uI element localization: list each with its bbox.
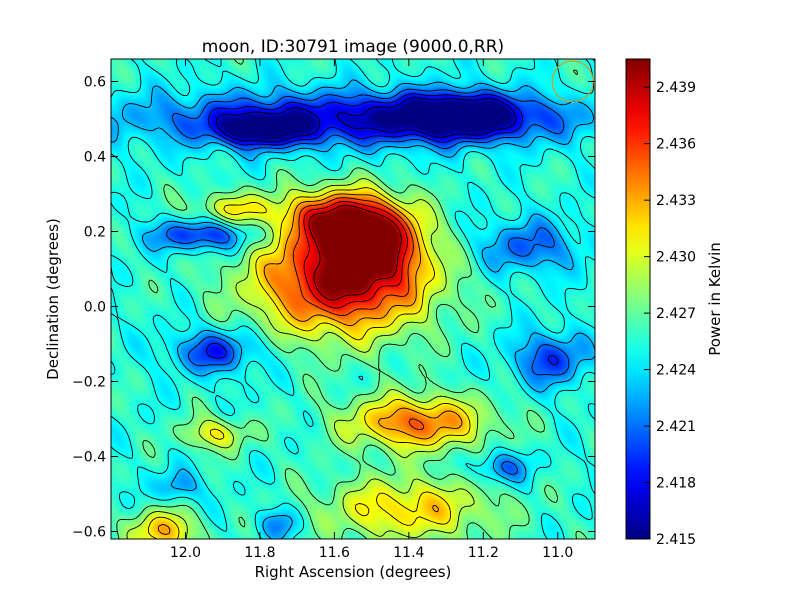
y-axis-label: Declination (degrees) (44, 218, 62, 380)
contour-level-0 (215, 97, 517, 143)
colorbar-tick-label: 2.439 (656, 80, 696, 96)
contour-level-5 (116, 59, 588, 539)
colorbar-tick-label: 2.427 (656, 306, 696, 322)
contour-level-7 (147, 187, 471, 539)
colorbar-tick-label: 2.421 (656, 419, 696, 435)
y-axis: 0.6 0.4 0.2 0.0 −0.2 −0.4 −0.6 (72, 75, 595, 541)
x-tick-label: 12.0 (170, 545, 201, 561)
contour-level-2 (166, 88, 570, 475)
y-tick-label: −0.2 (72, 375, 106, 391)
chart-title: moon, ID:30791 image (9000.0,RR) (202, 37, 504, 57)
y-tick-label: −0.6 (72, 525, 106, 541)
colorbar-tick-label: 2.424 (656, 363, 696, 379)
y-tick-label: 0.6 (84, 75, 106, 91)
colorbar-tick-label: 2.415 (656, 532, 696, 548)
colorbar-gradient (625, 58, 651, 540)
colorbar-tick-label: 2.418 (656, 476, 696, 492)
x-tick-label: 11.4 (393, 545, 424, 561)
y-tick-label: −0.4 (72, 450, 106, 466)
y-tick-label: 0.4 (84, 150, 106, 166)
colorbar-ticks: 2.415 2.418 2.421 2.424 2.427 2.430 2.433 2.436… (644, 80, 696, 548)
colorbar-label: Power in Kelvin (706, 242, 724, 356)
contour-level-9 (292, 197, 425, 431)
y-tick-label: 0.2 (84, 225, 106, 241)
x-axis: 12.0 11.8 11.6 11.4 11.2 11.0 (170, 59, 573, 561)
contour-level-8 (157, 193, 463, 535)
y-tick-label: 0.0 (84, 300, 106, 316)
colorbar-tick-label: 2.430 (656, 250, 696, 266)
x-axis-label: Right Ascension (degrees) (255, 563, 452, 581)
contour-level-10 (303, 201, 408, 309)
contour-level-1 (205, 93, 559, 366)
plot-area (111, 59, 595, 539)
colorbar: 2.415 2.418 2.421 2.424 2.427 2.430 2.433 2.436… (625, 58, 696, 548)
colorbar-tick-label: 2.433 (656, 193, 696, 209)
contour-level-3 (111, 79, 595, 539)
x-tick-label: 11.6 (319, 545, 350, 561)
colorbar-tick-label: 2.436 (656, 137, 696, 153)
contour-level-11 (308, 204, 402, 301)
heatmap-image (111, 59, 595, 539)
x-tick-label: 11.8 (244, 545, 275, 561)
x-tick-label: 11.2 (468, 545, 499, 561)
plot-frame (110, 58, 596, 540)
contour-level-6 (126, 178, 479, 539)
x-tick-label: 11.0 (542, 545, 573, 561)
